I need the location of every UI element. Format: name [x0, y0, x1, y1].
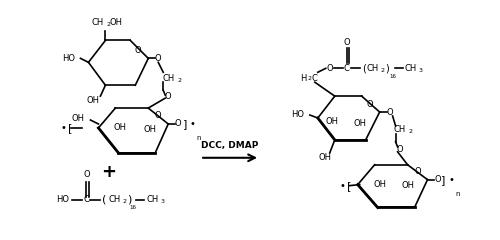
Text: ): ): [386, 63, 390, 73]
Text: OH: OH: [318, 153, 332, 162]
Text: 2: 2: [380, 68, 384, 73]
Text: O: O: [135, 46, 141, 55]
Text: n: n: [196, 135, 200, 141]
Text: •: •: [340, 181, 345, 191]
Text: OH: OH: [373, 180, 386, 189]
Text: 16: 16: [389, 74, 396, 79]
Text: C: C: [84, 195, 89, 204]
Text: ]: ]: [442, 175, 446, 185]
Text: O: O: [155, 54, 162, 63]
Text: CH: CH: [394, 126, 406, 134]
Text: O: O: [165, 92, 172, 101]
Text: n: n: [455, 191, 460, 197]
Text: 2: 2: [122, 199, 126, 204]
Text: 3: 3: [160, 199, 164, 204]
Text: HO: HO: [62, 54, 75, 63]
Text: O: O: [155, 111, 162, 120]
Text: CH: CH: [146, 195, 158, 204]
Text: OH: OH: [401, 181, 414, 190]
Text: •: •: [448, 175, 454, 185]
Text: 2: 2: [106, 22, 110, 27]
Text: O: O: [396, 145, 403, 154]
Text: HO: HO: [56, 195, 69, 204]
Text: 16: 16: [130, 205, 137, 210]
Text: O: O: [366, 100, 373, 108]
Text: C: C: [312, 74, 318, 83]
Text: OH: OH: [110, 18, 123, 27]
Text: O: O: [386, 108, 393, 117]
Text: DCC, DMAP: DCC, DMAP: [202, 141, 258, 150]
Text: OH: OH: [144, 126, 157, 134]
Text: •: •: [189, 119, 195, 129]
Text: CH: CH: [366, 64, 379, 73]
Text: O: O: [414, 167, 421, 176]
Text: +: +: [101, 163, 116, 181]
Text: OH: OH: [326, 118, 338, 126]
Text: CH: CH: [404, 64, 416, 73]
Text: OH: OH: [72, 114, 85, 122]
Text: O: O: [344, 38, 350, 47]
Text: OH: OH: [114, 123, 127, 132]
Text: 2: 2: [308, 76, 312, 81]
Text: CH: CH: [162, 74, 174, 83]
Text: ]: ]: [183, 119, 188, 129]
Text: H: H: [300, 74, 306, 83]
Text: HO: HO: [292, 109, 304, 119]
Text: CH: CH: [92, 18, 104, 27]
Text: 2: 2: [177, 78, 181, 83]
Text: O: O: [83, 170, 90, 179]
Text: 3: 3: [418, 68, 422, 73]
Text: (: (: [362, 63, 366, 73]
Text: CH: CH: [108, 195, 120, 204]
Text: •: •: [60, 123, 66, 133]
Text: O: O: [175, 120, 182, 128]
Text: [: [: [348, 181, 352, 191]
Text: 2: 2: [408, 129, 412, 134]
Text: ): ): [127, 195, 132, 204]
Text: OH: OH: [353, 120, 366, 128]
Text: O: O: [326, 64, 333, 73]
Text: [: [: [68, 123, 73, 133]
Text: OH: OH: [87, 96, 100, 105]
Text: (: (: [102, 195, 106, 204]
Text: C: C: [344, 64, 350, 73]
Text: O: O: [434, 175, 441, 184]
